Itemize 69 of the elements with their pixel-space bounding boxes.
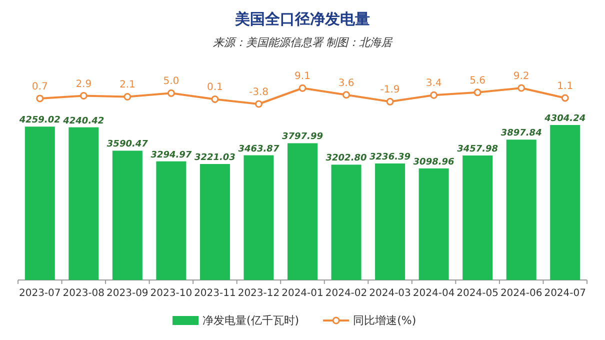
bar — [24, 126, 55, 280]
bar — [288, 143, 318, 280]
data-label: 4240.42 — [62, 116, 104, 126]
bar — [506, 140, 536, 280]
data-label: 3098.96 — [413, 157, 454, 168]
x-tick-label: 2023-10 — [150, 288, 192, 299]
point — [474, 88, 482, 96]
data-label: 3.6 — [338, 78, 354, 89]
point — [342, 91, 350, 99]
bar — [68, 127, 99, 280]
x-tick-label: 2023-08 — [62, 288, 105, 299]
bar — [462, 155, 493, 280]
data-label: -3.8 — [248, 87, 268, 98]
x-tick-label: 2024-02 — [325, 288, 368, 299]
point — [167, 89, 175, 97]
data-label: 3.4 — [426, 78, 442, 90]
x-tick-label: 2024-01 — [282, 288, 324, 299]
data-label: 5.6 — [470, 75, 486, 86]
point — [298, 84, 306, 92]
point — [430, 91, 438, 99]
point — [124, 92, 132, 100]
bar — [244, 155, 274, 280]
data-label: 9.2 — [513, 71, 530, 82]
point — [386, 98, 394, 106]
data-label: 0.1 — [207, 82, 223, 94]
bar — [156, 161, 186, 280]
bar — [418, 168, 449, 280]
data-label: 3236.39 — [370, 152, 411, 162]
chart-subtitle: 来源：美国能源信息署 制图：北海居 — [212, 36, 394, 49]
data-label: 3797.99 — [282, 132, 323, 142]
data-label: 5.0 — [163, 76, 180, 88]
legend-label: 净发电量(亿千瓦时) — [202, 314, 300, 327]
data-label: 3202.80 — [326, 154, 367, 164]
data-label: 3897.84 — [500, 128, 542, 139]
data-label: 4304.24 — [544, 114, 586, 124]
bar — [375, 163, 406, 280]
data-label: 0.7 — [32, 81, 48, 92]
bar — [331, 164, 362, 280]
x-tick-label: 2024-04 — [412, 288, 455, 299]
bar — [112, 150, 142, 280]
data-label: -1.9 — [380, 84, 400, 96]
legend-label: 同比增速(%) — [353, 314, 416, 327]
point — [561, 94, 569, 102]
data-label: 2.1 — [119, 80, 136, 91]
x-tick-label: 2023-12 — [238, 288, 280, 299]
point — [36, 94, 44, 102]
point — [80, 92, 88, 100]
x-tick-label: 2023-11 — [194, 288, 236, 299]
data-label: 3590.47 — [106, 140, 149, 150]
data-label: 3463.87 — [238, 144, 280, 154]
bar — [550, 125, 580, 280]
bar — [200, 164, 230, 280]
data-label: 4259.02 — [18, 116, 60, 126]
data-label: 9.1 — [294, 71, 310, 82]
x-tick-label: 2024-03 — [369, 288, 411, 299]
data-label: 2.9 — [76, 78, 92, 90]
x-tick-label: 2024-05 — [456, 288, 498, 299]
point — [518, 84, 526, 92]
x-tick-label: 2024-07 — [544, 288, 586, 299]
chart-title: 美国全口径净发电量 — [234, 10, 370, 28]
data-label: 1.1 — [557, 80, 574, 92]
point — [254, 100, 262, 108]
x-tick-label: 2023-07 — [18, 288, 61, 299]
x-tick-label: 2023-09 — [106, 288, 148, 299]
x-tick-label: 2024-06 — [500, 288, 542, 299]
data-label: 3294.97 — [150, 150, 192, 160]
point — [211, 95, 219, 103]
data-label: 3457.98 — [457, 144, 498, 154]
data-label: 3221.03 — [194, 153, 236, 164]
